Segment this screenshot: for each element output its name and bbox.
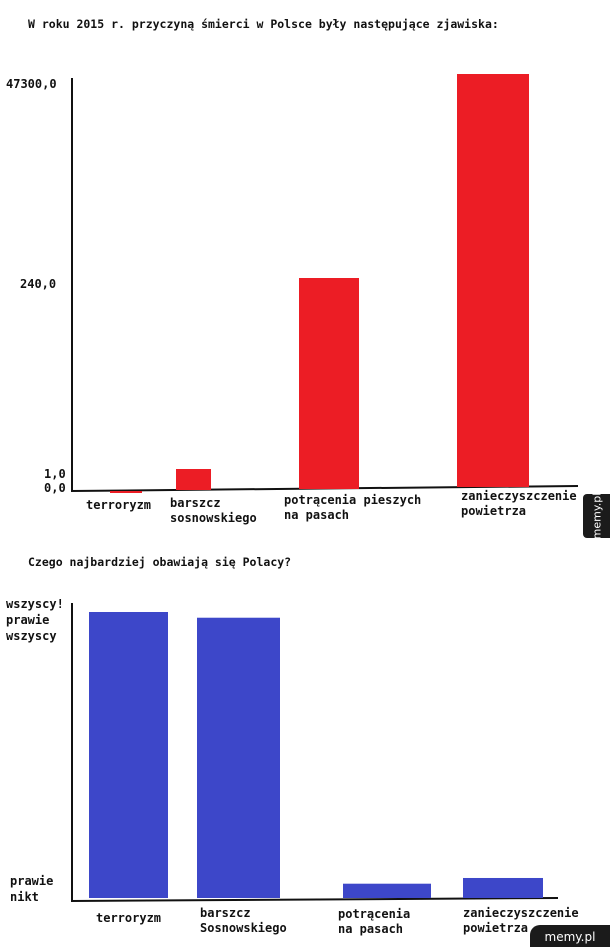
chart-1-ytick-mid: 240,0 <box>20 277 56 291</box>
watermark-bottom-text: memy.pl <box>544 930 596 944</box>
chart-1-ytick-zero: 0,0 <box>44 481 66 495</box>
chart-2: Czego najbardziej obawiają się Polacy? w… <box>6 555 586 936</box>
chart-1-title: W roku 2015 r. przyczyną śmierci w Polsc… <box>28 17 499 31</box>
chart-2-bar-0 <box>89 612 168 898</box>
chart-1-ytick-top: 47300,0 <box>6 77 57 91</box>
chart-2-bar-3 <box>463 877 543 898</box>
chart-2-ytick-top: wszyscy! prawie wszyscy <box>6 597 71 643</box>
chart-1-bar-1 <box>176 469 211 490</box>
chart-2-x-axis <box>70 897 559 902</box>
chart-1-bar-0 <box>110 491 142 493</box>
chart-1-bar-3 <box>457 74 529 487</box>
chart-1-cat-3: zanieczyszczenie powietrza <box>461 489 584 518</box>
chart-1: W roku 2015 r. przyczyną śmierci w Polsc… <box>6 17 584 525</box>
chart-1-bar-2 <box>299 278 359 489</box>
watermark-bottom: memy.pl <box>530 925 610 947</box>
chart-2-cat-0: terroryzm <box>96 911 161 925</box>
chart-1-category-labels: terroryzm barszcz sosnowskiego potrąceni… <box>86 489 584 525</box>
chart-2-bar-1 <box>197 617 280 898</box>
chart-1-ytick-one: 1,0 <box>44 467 66 481</box>
chart-1-cat-0: terroryzm <box>86 498 151 512</box>
watermark-side-text: memy.pl <box>590 494 603 538</box>
chart-2-ytick-bottom: prawie nikt <box>10 874 61 904</box>
chart-1-cat-2: potrącenia pieszych na pasach <box>284 493 429 522</box>
chart-2-bar-2 <box>343 883 431 898</box>
chart-2-cat-2: potrącenia na pasach <box>338 907 417 936</box>
chart-2-title: Czego najbardziej obawiają się Polacy? <box>28 555 291 569</box>
chart-2-category-labels: terroryzm barszcz Sosnowskiego potrąceni… <box>96 906 586 936</box>
chart-2-cat-1: barszcz Sosnowskiego <box>200 906 287 935</box>
chart-1-cat-1: barszcz sosnowskiego <box>170 496 257 525</box>
watermark-side: memy.pl <box>583 494 610 538</box>
chart-2-cat-3: zanieczyszczenie powietrza <box>463 906 586 935</box>
